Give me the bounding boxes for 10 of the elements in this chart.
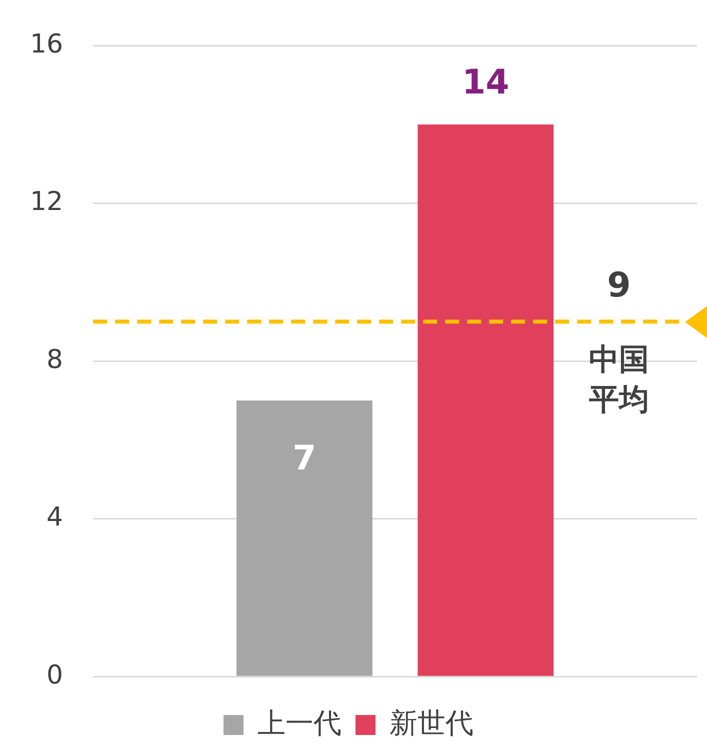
y-tick-label: 12 [30,187,64,218]
y-tick-label: 8 [46,344,64,375]
y-tick-label: 16 [30,29,64,60]
legend-label: 上一代 [258,706,342,740]
y-tick-label: 0 [46,660,64,690]
data-label: 14 [462,62,510,102]
ref-line-label: 9 中国平均 [588,265,649,418]
data-label: 7 [292,438,316,478]
legend-label: 新世代 [390,706,474,740]
y-tick-label: 4 [46,502,64,533]
